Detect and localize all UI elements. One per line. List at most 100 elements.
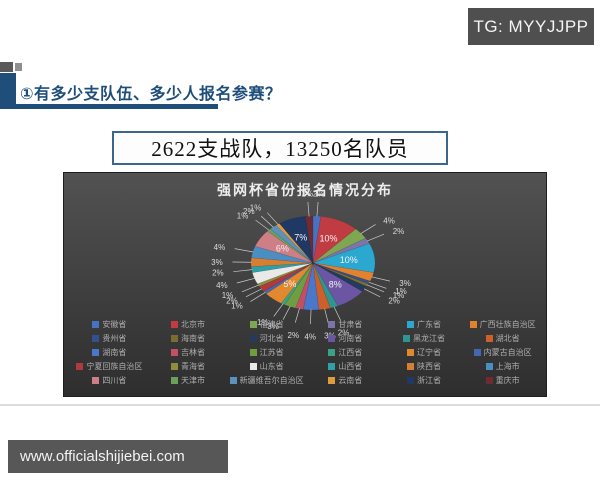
legend-item: 重庆市: [485, 376, 520, 385]
pie-label-leader-line: [368, 281, 387, 289]
section-title-underline: [16, 104, 218, 109]
pie-slice-label: 6%: [276, 244, 289, 254]
pie-slice-label: 10%: [319, 233, 337, 243]
legend-label: 宁夏回族自治区: [86, 362, 143, 371]
legend-color-chip: [328, 377, 336, 384]
legend-color-chip: [249, 363, 257, 370]
pie-slice-label: 4%: [304, 333, 316, 342]
pie-label-leader-line: [307, 201, 310, 217]
legend-color-chip: [92, 335, 100, 342]
pie-slice-label: 8%: [329, 279, 342, 289]
pie-slice: [265, 262, 314, 304]
legend-label: 福建省: [259, 320, 284, 329]
legend-label: 河南省: [338, 334, 363, 343]
legend-item: 湖北省: [485, 334, 520, 343]
pie-label-leader-line: [273, 303, 284, 317]
legend-item: 河北省: [249, 334, 284, 343]
legend-label: 甘肃省: [338, 320, 363, 329]
chart-title: 强网杯省份报名情况分布: [217, 182, 393, 198]
legend-label: 黑龙江省: [412, 334, 445, 343]
legend-item: 广东省: [406, 320, 441, 329]
legend-label: 辽宁省: [416, 348, 441, 357]
pie-slice-label: 1%: [237, 212, 249, 221]
legend-label: 山西省: [338, 362, 363, 371]
pie-label-leader-line: [371, 276, 391, 282]
legend-item: 福建省: [249, 320, 284, 329]
pie-label-leader-line: [255, 219, 270, 231]
legend-label: 广西壮族自治区: [479, 320, 536, 329]
legend-item: 云南省: [328, 376, 362, 385]
pie-label-leader-line: [316, 201, 319, 217]
pie-slice-label: 2%: [313, 189, 325, 198]
pie-slice: [312, 262, 363, 307]
legend-item: 河南省: [328, 334, 362, 343]
pie-label-leader-line: [333, 306, 341, 321]
legend-color-chip: [406, 349, 414, 356]
legend-label: 广东省: [416, 320, 441, 329]
tg-watermark-text: TG: MYYJJPP: [473, 16, 589, 36]
legend-label: 江苏省: [259, 348, 284, 357]
headline-text: 2622支战队，13250名队员: [151, 137, 409, 161]
legend-item: 陕西省: [406, 362, 441, 371]
pie-slice-label: 2%: [243, 207, 255, 216]
pie-label-leader-line: [360, 224, 376, 234]
legend-label: 天津市: [180, 376, 205, 385]
legend-item: 安徽省: [92, 320, 126, 329]
pie-slice-label: 1%: [393, 291, 405, 300]
legend-item: 天津市: [170, 376, 205, 385]
pie-slice-label: 2%: [226, 296, 238, 305]
legend-color-chip: [249, 335, 257, 342]
pie-slice-label: 2%: [302, 189, 314, 198]
legend-item: 黑龙江省: [402, 334, 445, 343]
chart-panel: 2%10%4%2%10%3%1%1%2%8%2%3%4%2%3%1%5%1%2%…: [63, 172, 547, 397]
legend-label: 四川省: [102, 376, 127, 385]
legend-color-chip: [485, 363, 493, 370]
legend-color-chip: [92, 321, 100, 328]
legend-color-chip: [402, 335, 410, 342]
footer-watermark-badge: www.officialshijiebei.com: [8, 440, 228, 473]
legend-color-chip: [170, 363, 178, 370]
pie-label-leader-line: [282, 306, 291, 320]
legend-color-chip: [92, 349, 100, 356]
legend-item: 浙江省: [406, 376, 441, 385]
pie-label-leader-line: [363, 288, 381, 298]
legend-item: 甘肃省: [328, 320, 362, 329]
legend-color-chip: [170, 321, 178, 328]
pie-label-leader-line: [233, 269, 253, 273]
legend-item: 上海市: [485, 362, 520, 371]
pie-slice: [254, 230, 314, 264]
legend-item: 江苏省: [249, 348, 284, 357]
pie-slice: [279, 216, 314, 264]
pie-label-leader-line: [241, 284, 260, 293]
legend-item: 广西壮族自治区: [469, 320, 536, 329]
pie-slice-label: 2%: [212, 269, 224, 278]
pie-slice-label: 1%: [395, 287, 407, 296]
pie-slice: [312, 216, 357, 264]
legend-label: 云南省: [338, 376, 363, 385]
pie-slice-label: 5%: [283, 279, 296, 289]
legend-color-chip: [328, 335, 336, 342]
pie-slice-label: 2%: [388, 296, 400, 305]
legend-item: 山东省: [249, 362, 284, 371]
legend-color-chip: [406, 363, 414, 370]
pie-label-leader-line: [366, 233, 385, 242]
pie-slice-label: 2%: [288, 331, 300, 340]
legend-color-chip: [229, 377, 237, 384]
legend-item: 新疆维吾尔自治区: [229, 376, 304, 385]
legend-color-chip: [170, 335, 178, 342]
legend-item: 海南省: [170, 334, 205, 343]
legend-label: 江西省: [338, 348, 363, 357]
headline-box: 2622支战队，13250名队员: [112, 131, 448, 165]
legend-item: 湖南省: [92, 348, 126, 357]
legend-color-chip: [485, 335, 493, 342]
legend-label: 河北省: [259, 334, 284, 343]
legend-color-chip: [76, 363, 84, 370]
legend-color-chip: [469, 321, 477, 328]
legend-color-chip: [328, 321, 336, 328]
legend-color-chip: [485, 377, 493, 384]
pie-slice-label: 4%: [383, 216, 395, 225]
legend-label: 贵州省: [102, 334, 127, 343]
legend-label: 北京市: [180, 320, 205, 329]
pie-label-leader-line: [234, 248, 254, 253]
chart-legend: 安徽省 北京市 福建省 甘肃省 广东省 广西壮族自治区贵州省 海南省 河北省 河南省 黑龙江省 湖北…: [70, 320, 542, 385]
